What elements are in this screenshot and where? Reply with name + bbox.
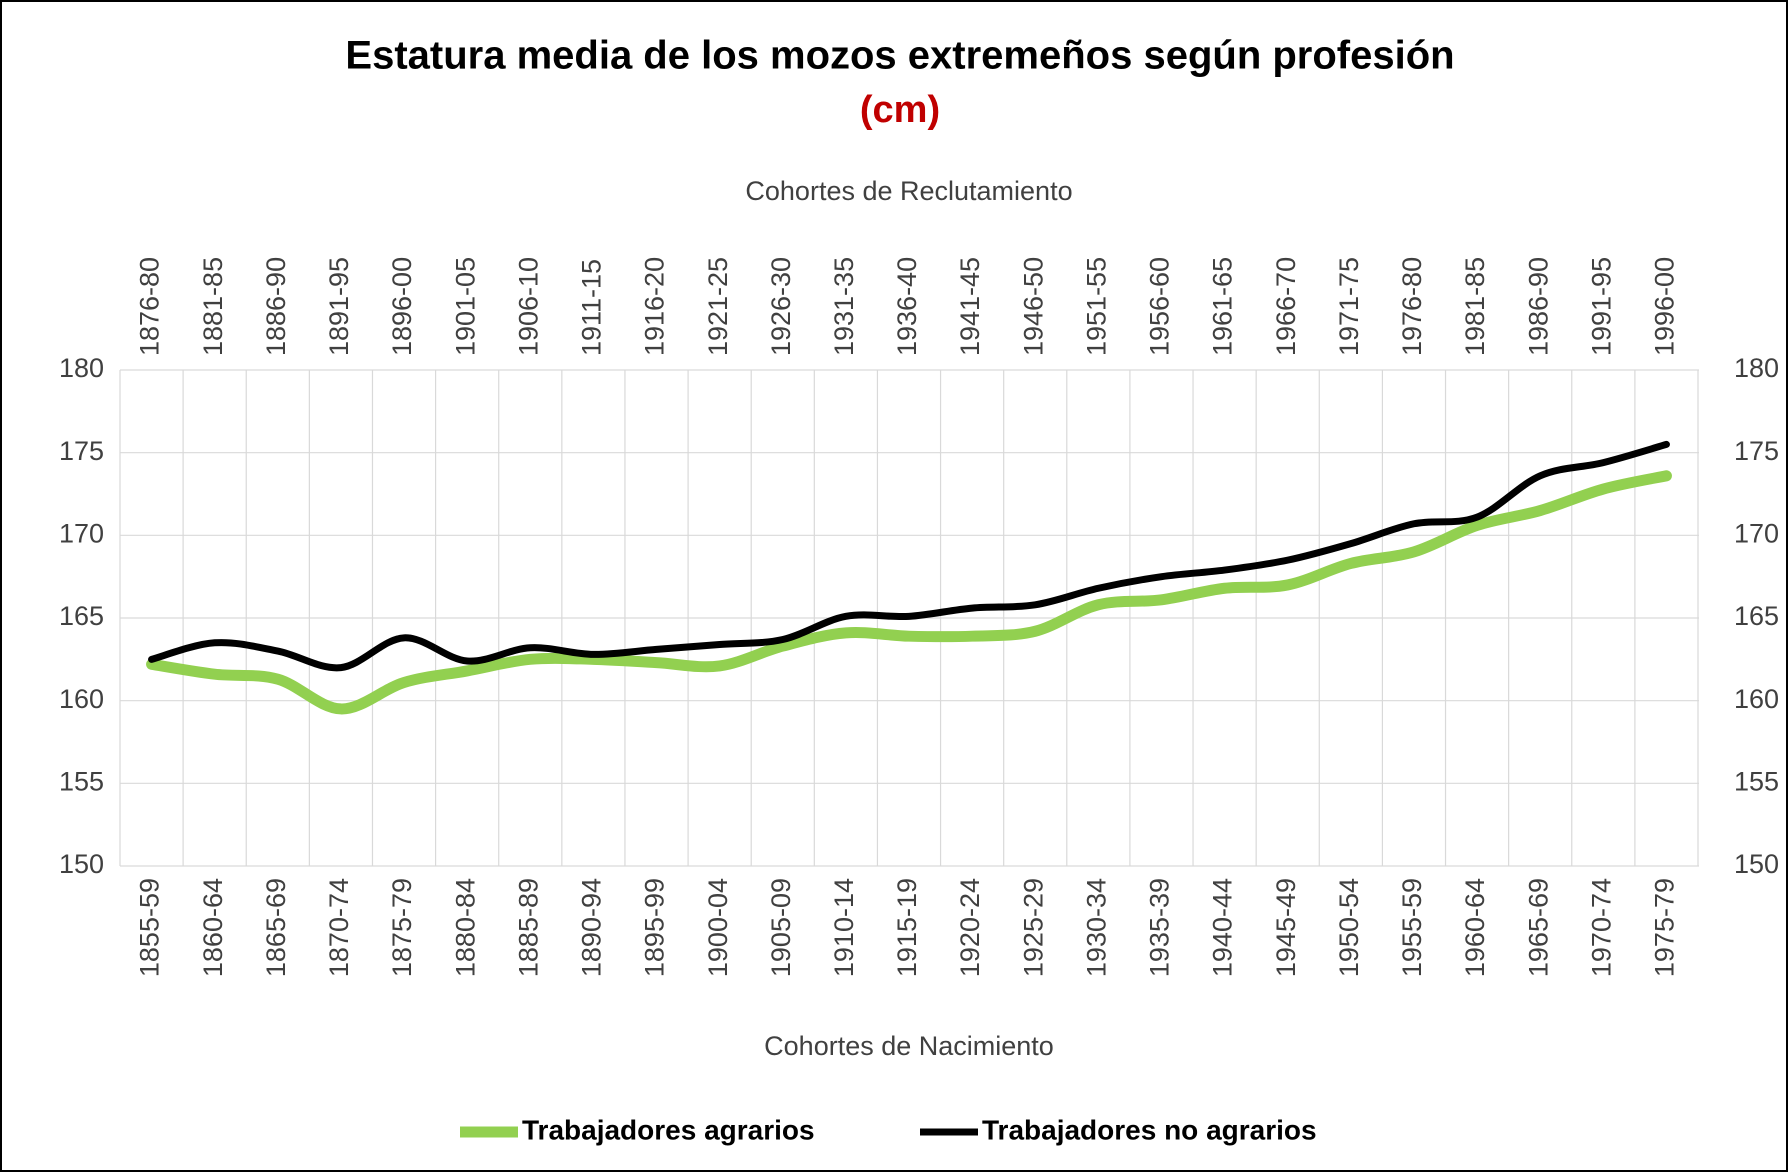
x-tick-label: 1905-09 (766, 878, 796, 977)
series-line (146, 470, 1672, 715)
x-tick-label: 1875-79 (387, 878, 417, 977)
x-tick-label: 1900-04 (703, 878, 733, 977)
y-tick-label: 150 (59, 849, 104, 879)
y2-tick-label: 165 (1734, 601, 1779, 631)
y2-tick-label: 155 (1734, 766, 1779, 796)
series-line (148, 440, 1670, 672)
y-tick-label: 160 (59, 684, 104, 714)
x2-tick-label: 1891-95 (324, 257, 354, 356)
x2-tick-label: 1926-30 (766, 257, 796, 356)
x-tick-label: 1935-39 (1145, 878, 1175, 977)
x2-tick-label: 1906-10 (513, 257, 543, 356)
x2-tick-label: 1961-65 (1208, 257, 1238, 356)
x-tick-label: 1970-74 (1586, 878, 1616, 977)
x2-tick-label: 1981-85 (1460, 257, 1490, 356)
x2-tick-label: 1996-00 (1650, 257, 1680, 356)
x2-tick-label: 1986-90 (1523, 257, 1553, 356)
x-tick-label: 1870-74 (324, 878, 354, 977)
x-tick-label: 1910-14 (829, 878, 859, 977)
chart-subtitle: (cm) (860, 89, 940, 131)
x-tick-label: 1945-49 (1271, 878, 1301, 977)
x2-tick-label: 1941-45 (955, 257, 985, 356)
x-tick-label: 1975-79 (1650, 878, 1680, 977)
legend-label: Trabajadores agrarios (522, 1114, 815, 1145)
x-tick-label: 1890-94 (577, 878, 607, 977)
x2-tick-label: 1946-50 (1018, 257, 1048, 356)
x2-tick-label: 1876-80 (135, 257, 165, 356)
x2-tick-label: 1911-15 (577, 259, 607, 356)
x2-tick-label: 1916-20 (640, 257, 670, 356)
x2-tick-label: 1921-25 (703, 257, 733, 356)
x2-tick-label: 1951-55 (1081, 257, 1111, 356)
x-tick-label: 1920-24 (955, 878, 985, 977)
x2-tick-label: 1966-70 (1271, 257, 1301, 356)
x2-tick-label: 1991-95 (1586, 257, 1616, 356)
x-tick-label: 1885-89 (513, 878, 543, 977)
y2-tick-label: 170 (1734, 518, 1779, 548)
y2-tick-label: 175 (1734, 436, 1779, 466)
x2-tick-label: 1896-00 (387, 257, 417, 356)
x-tick-label: 1855-59 (135, 878, 165, 977)
x2-tick-label: 1931-35 (829, 257, 859, 356)
x2-tick-label: 1901-05 (450, 257, 480, 356)
x-tick-label: 1860-64 (198, 878, 228, 977)
x2-tick-label: 1971-75 (1334, 257, 1364, 356)
y-tick-label: 155 (59, 766, 104, 796)
y2-tick-label: 160 (1734, 684, 1779, 714)
y-tick-label: 180 (59, 353, 104, 383)
x2-tick-label: 1886-90 (261, 257, 291, 356)
x-tick-label: 1895-99 (640, 878, 670, 977)
y-tick-label: 165 (59, 601, 104, 631)
y-tick-label: 175 (59, 436, 104, 466)
chart-title: Estatura media de los mozos extremeños s… (345, 34, 1454, 78)
x2-tick-label: 1956-60 (1145, 257, 1175, 356)
y2-tick-label: 150 (1734, 849, 1779, 879)
x-tick-label: 1925-29 (1018, 878, 1048, 977)
x-tick-label: 1965-69 (1523, 878, 1553, 977)
x2-tick-label: 1976-80 (1397, 257, 1427, 356)
x-tick-label: 1950-54 (1334, 878, 1364, 977)
x2-tick-label: 1881-85 (198, 257, 228, 356)
x-tick-label: 1930-34 (1081, 878, 1111, 977)
y-tick-label: 170 (59, 518, 104, 548)
x2-axis-title: Cohortes de Reclutamiento (745, 176, 1072, 206)
x-tick-label: 1940-44 (1208, 878, 1238, 977)
legend-label: Trabajadores no agrarios (982, 1114, 1317, 1145)
x-tick-label: 1880-84 (450, 878, 480, 977)
y2-tick-label: 180 (1734, 353, 1779, 383)
x-tick-label: 1865-69 (261, 878, 291, 977)
x-tick-label: 1955-59 (1397, 878, 1427, 977)
x2-tick-label: 1936-40 (892, 257, 922, 356)
x-tick-label: 1960-64 (1460, 878, 1490, 977)
x-axis-title: Cohortes de Nacimiento (764, 1031, 1054, 1061)
x-tick-label: 1915-19 (892, 878, 922, 977)
